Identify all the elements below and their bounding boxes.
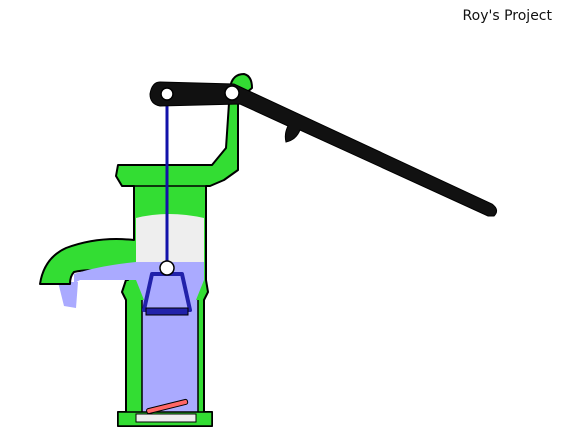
lower-cylinder-water [142, 300, 198, 412]
pump-handle [149, 81, 498, 217]
piston-seal [145, 307, 189, 316]
piston [142, 272, 192, 312]
piston-pin [159, 260, 175, 276]
fulcrum-pivot-pin [224, 85, 240, 101]
spout-water [74, 262, 136, 284]
water-stream [58, 282, 78, 308]
credit-text: Roy's Project [462, 8, 552, 24]
air-chamber [136, 214, 204, 272]
foot-valve [146, 398, 189, 415]
rod-pivot-pin [160, 87, 174, 101]
base-opening [135, 413, 197, 423]
